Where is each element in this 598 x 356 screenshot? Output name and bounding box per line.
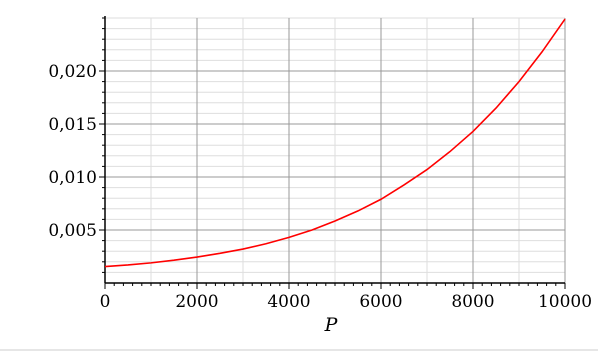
x-tick-label: 4000 xyxy=(267,292,310,312)
x-tick-labels: 0 2000 4000 6000 8000 10000 xyxy=(100,292,592,312)
x-tick-label: 2000 xyxy=(175,292,218,312)
y-tick-label: 0,020 xyxy=(48,62,97,82)
y-tick-labels: 0,005 0,010 0,015 0,020 xyxy=(48,62,97,241)
x-axis-title: P xyxy=(324,314,339,336)
y-tick-label: 0,005 xyxy=(48,221,97,241)
x-tick-label: 6000 xyxy=(359,292,402,312)
series-layer xyxy=(104,18,566,268)
y-tick-label: 0,010 xyxy=(48,168,97,188)
tick-marks xyxy=(99,17,566,289)
x-tick-label: 10000 xyxy=(538,292,592,312)
major-grid xyxy=(105,18,566,283)
x-tick-label: 8000 xyxy=(451,292,494,312)
minor-grid xyxy=(105,17,565,283)
y-tick-label: 0,015 xyxy=(48,115,97,135)
bottom-divider xyxy=(0,349,598,351)
series-line-1 xyxy=(104,18,566,268)
x-tick-label: 0 xyxy=(100,292,111,312)
